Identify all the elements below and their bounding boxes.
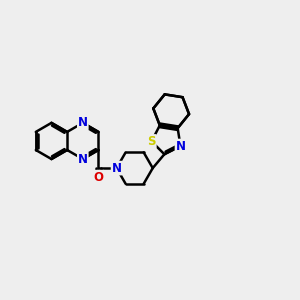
- Text: S: S: [147, 135, 156, 148]
- Text: N: N: [176, 140, 185, 152]
- Text: N: N: [112, 162, 122, 175]
- Text: N: N: [78, 116, 88, 129]
- Text: N: N: [78, 152, 88, 166]
- Text: O: O: [94, 171, 103, 184]
